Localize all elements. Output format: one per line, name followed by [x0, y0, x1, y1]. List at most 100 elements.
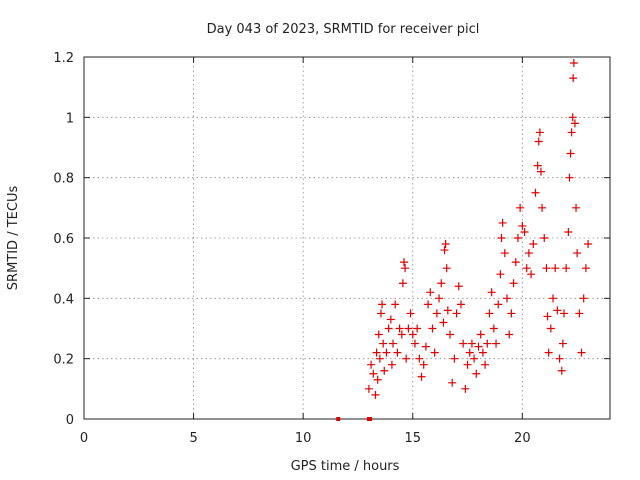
- data-point: [430, 348, 439, 357]
- data-point: [485, 309, 494, 318]
- data-point: [459, 339, 468, 348]
- data-point: [476, 330, 485, 339]
- data-point: [428, 324, 437, 333]
- data-point: [565, 173, 574, 182]
- data-point: [442, 264, 451, 273]
- data-point: [572, 203, 581, 212]
- data-point: [441, 240, 450, 249]
- data-point: [472, 369, 481, 378]
- data-point: [413, 324, 422, 333]
- data-point: [555, 354, 564, 363]
- data-point: [581, 264, 590, 273]
- data-point: [478, 348, 487, 357]
- chart-title: Day 043 of 2023, SRMTID for receiver pic…: [207, 22, 480, 37]
- data-point: [544, 348, 553, 357]
- data-point: [397, 330, 406, 339]
- data-point: [374, 330, 383, 339]
- data-point: [421, 342, 430, 351]
- y-tick-label: 0: [66, 413, 74, 428]
- data-point: [489, 324, 498, 333]
- data-point: [540, 234, 549, 242]
- data-point: [404, 324, 413, 333]
- data-point: [461, 384, 470, 393]
- data-point: [336, 417, 341, 421]
- data-points: [336, 59, 593, 421]
- data-point: [500, 249, 509, 258]
- data-point: [562, 264, 571, 273]
- data-point: [584, 240, 593, 249]
- data-point: [553, 306, 562, 315]
- data-point: [558, 339, 567, 348]
- data-point: [502, 294, 511, 303]
- data-point: [393, 348, 402, 357]
- plot-frame: [83, 56, 611, 420]
- data-point: [373, 375, 382, 384]
- data-point: [534, 137, 543, 146]
- data-point: [465, 348, 474, 357]
- data-point: [497, 234, 506, 242]
- data-point: [364, 384, 373, 393]
- data-point: [401, 264, 410, 273]
- data-point: [448, 378, 457, 387]
- data-point: [487, 288, 496, 297]
- data-point: [549, 294, 558, 303]
- x-ticks: 0 5 10 15 20: [80, 57, 531, 446]
- data-point: [496, 270, 505, 279]
- y-tick-label: 1.2: [53, 51, 74, 66]
- data-point: [494, 300, 503, 309]
- data-point: [551, 264, 560, 273]
- data-point: [424, 300, 433, 309]
- data-point: [432, 309, 441, 318]
- data-point: [368, 417, 373, 421]
- data-point: [426, 288, 435, 297]
- data-point: [509, 279, 518, 288]
- data-point: [378, 300, 387, 309]
- data-point: [516, 203, 525, 212]
- data-point: [387, 360, 396, 369]
- data-point: [542, 264, 551, 273]
- data-point: [389, 339, 398, 348]
- data-point: [384, 324, 393, 333]
- data-point: [474, 342, 483, 351]
- data-point: [529, 240, 538, 249]
- data-point: [557, 366, 566, 375]
- data-point: [467, 339, 476, 348]
- data-point: [492, 339, 501, 348]
- data-point: [419, 360, 428, 369]
- data-point: [446, 330, 455, 339]
- data-point: [527, 270, 536, 279]
- data-point: [463, 360, 472, 369]
- data-point: [535, 128, 544, 137]
- data-point: [531, 188, 540, 197]
- data-point: [533, 161, 542, 170]
- data-point: [569, 59, 578, 68]
- data-point: [564, 227, 573, 236]
- data-point: [395, 324, 404, 333]
- data-point: [376, 309, 385, 318]
- data-point: [371, 390, 380, 399]
- data-point: [543, 312, 552, 321]
- x-tick-label: 10: [295, 431, 312, 446]
- data-point: [483, 339, 492, 348]
- y-axis-label: SRMTID / TECUs: [6, 186, 21, 291]
- data-point: [398, 279, 407, 288]
- data-point: [481, 360, 490, 369]
- data-point: [406, 309, 415, 318]
- data-point: [439, 318, 448, 327]
- data-point: [450, 354, 459, 363]
- x-tick-label: 20: [514, 431, 531, 446]
- data-point: [577, 348, 586, 357]
- data-point: [454, 282, 463, 291]
- data-point: [575, 309, 584, 318]
- x-tick-label: 15: [404, 431, 421, 446]
- x-axis-label: GPS time / hours: [291, 459, 400, 474]
- data-point: [568, 113, 577, 122]
- y-tick-label: 1: [66, 111, 74, 126]
- data-point: [386, 315, 395, 324]
- data-point: [440, 246, 449, 255]
- data-point: [372, 348, 381, 357]
- data-point: [536, 167, 545, 176]
- y-tick-label: 0.8: [53, 172, 74, 187]
- data-point: [567, 128, 576, 137]
